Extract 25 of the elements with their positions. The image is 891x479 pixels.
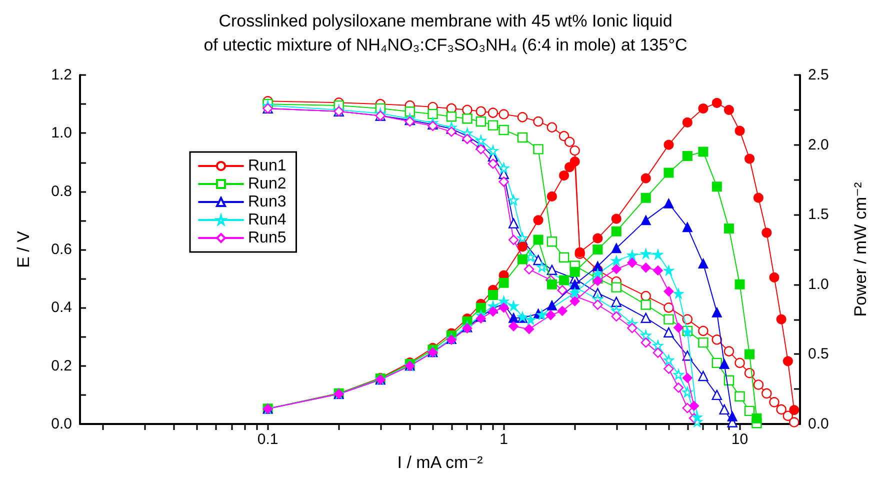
- y-tick-label: 0.4: [51, 299, 72, 316]
- y-tick-label: 0.2: [51, 357, 72, 374]
- y-tick-label: 0.8: [51, 182, 72, 200]
- y-tick-label: 1.0: [51, 124, 72, 142]
- x-axis-title: I / mA cm⁻²: [397, 453, 484, 472]
- x-tick-label: 10: [731, 431, 748, 448]
- legend-label: Run4: [248, 212, 286, 228]
- y2-tick-label: 2.0: [808, 136, 829, 154]
- legend-label: Run5: [248, 230, 286, 246]
- x-tick-label: 0.1: [257, 431, 278, 448]
- chart-title: Crosslinked polysiloxane membrane with 45 wt% Ionic liquid of utectic mixture of NH₄NO₃:CF₃SO₃NH₄ (6:4 in mole) at 135°C: [204, 12, 688, 54]
- y-axis-title: E / V: [14, 230, 33, 268]
- legend-label: Run3: [248, 194, 286, 210]
- y2-axis-title: Power / mW cm⁻²: [851, 182, 870, 317]
- legend-label: Run2: [248, 176, 286, 192]
- y-tick-label: 0.0: [51, 416, 72, 432]
- y-tick-label: 0.6: [51, 241, 72, 258]
- y2-tick-label: 2.5: [808, 66, 829, 84]
- y2-tick-label: 0.0: [808, 416, 829, 432]
- y2-tick-label: 1.0: [808, 276, 829, 293]
- y2-tick-label: 0.5: [808, 346, 829, 363]
- y2-tick-label: 1.5: [808, 206, 829, 224]
- y-tick-label: 1.2: [51, 66, 72, 84]
- x-tick-label: 1: [500, 431, 508, 448]
- legend-label: Run1: [248, 158, 286, 174]
